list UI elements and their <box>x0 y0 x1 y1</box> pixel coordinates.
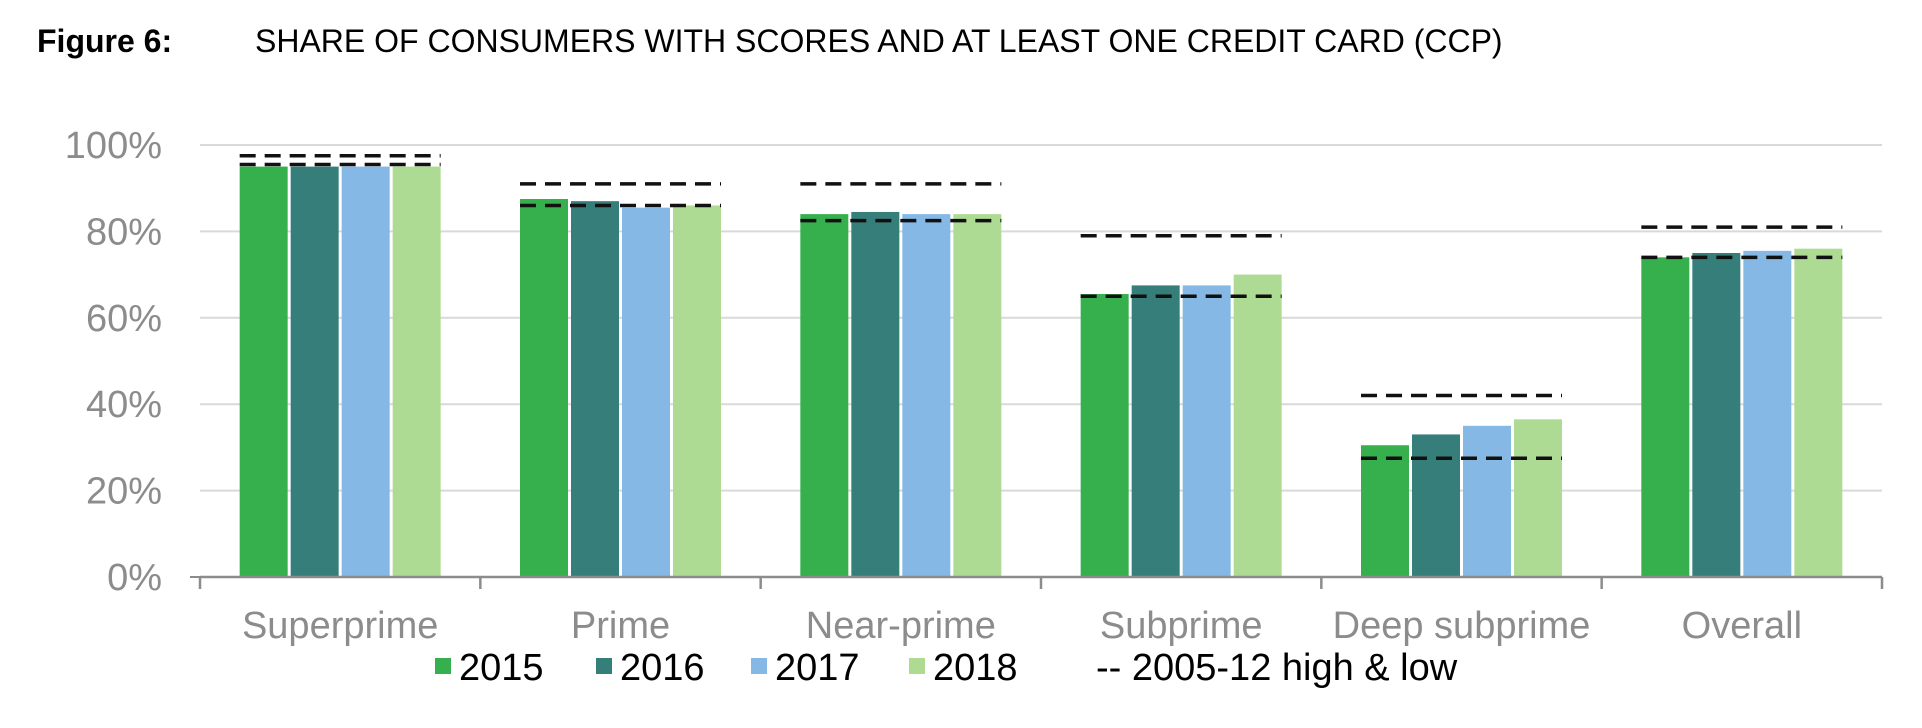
bar <box>341 166 390 577</box>
bar <box>622 207 670 577</box>
bar <box>1794 248 1843 577</box>
legend-label: 2017 <box>775 647 860 689</box>
legend-label: 2015 <box>459 647 544 689</box>
x-category-label: Superprime <box>242 605 438 647</box>
bar <box>1131 285 1180 577</box>
y-tick-label: 80% <box>86 211 162 253</box>
bar <box>1412 434 1460 577</box>
bar <box>571 201 619 577</box>
bar <box>1463 425 1511 577</box>
x-category-label: Near-prime <box>806 605 996 647</box>
bar <box>902 214 951 577</box>
legend-swatch <box>909 658 925 674</box>
bar <box>1743 250 1792 577</box>
bar <box>673 205 721 578</box>
bar <box>851 211 900 577</box>
bar <box>800 214 849 577</box>
x-category-label: Overall <box>1682 605 1802 647</box>
bar <box>1080 294 1129 577</box>
bar <box>239 166 288 577</box>
bar <box>1641 257 1690 577</box>
legend: 2015 2016 2017 2018 -- 2005-12 high & low <box>435 647 1458 689</box>
bar <box>953 214 1002 577</box>
y-tick-label: 0% <box>107 557 162 599</box>
y-tick-label: 20% <box>86 471 162 513</box>
x-category-label: Deep subprime <box>1333 605 1591 647</box>
bar <box>520 199 568 577</box>
legend-label: 2016 <box>620 647 705 689</box>
bar <box>1692 253 1741 577</box>
x-category-label: Subprime <box>1100 605 1263 647</box>
x-category-label: Prime <box>571 605 670 647</box>
y-tick-label: 100% <box>65 125 162 167</box>
bar <box>1514 419 1562 577</box>
y-axis-labels: 0% 20% 40% 60% 80% 100% <box>65 125 162 599</box>
legend-swatch <box>596 658 612 674</box>
legend-swatch <box>435 658 451 674</box>
y-tick-label: 40% <box>86 384 162 426</box>
bar <box>1233 274 1282 577</box>
legend-swatch <box>751 658 767 674</box>
bar <box>290 166 339 577</box>
axes <box>190 575 1884 589</box>
bars <box>239 166 1843 578</box>
figure-label: Figure 6: <box>37 23 172 59</box>
reference-lines <box>239 154 1843 460</box>
bar <box>1182 285 1231 577</box>
bar <box>1361 445 1409 577</box>
bar <box>392 166 441 577</box>
legend-label: 2018 <box>933 647 1018 689</box>
legend-label: -- 2005-12 high & low <box>1096 647 1458 689</box>
y-tick-label: 60% <box>86 298 162 340</box>
gridlines <box>200 144 1882 492</box>
x-axis-labels: Superprime Prime Near-prime Subprime Deep su… <box>242 605 1802 647</box>
figure-title: SHARE OF CONSUMERS WITH SCORES AND AT LE… <box>255 23 1503 59</box>
